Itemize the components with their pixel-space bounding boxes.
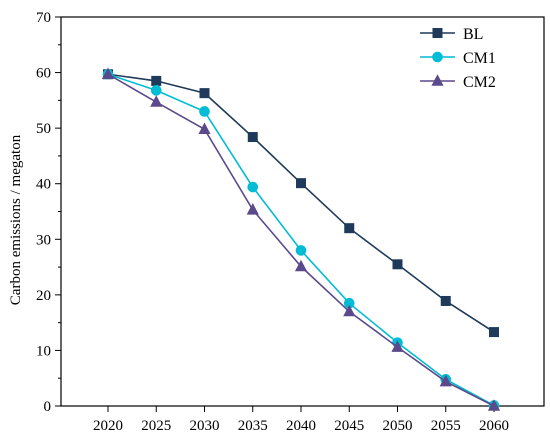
y-tick-label: 30 (36, 232, 51, 248)
data-point-cm1 (150, 85, 162, 96)
data-point-bl (489, 327, 499, 338)
x-tick-label: 2050 (383, 418, 413, 434)
data-point-cm2 (101, 67, 115, 80)
data-point-cm2 (198, 122, 211, 135)
data-point-cm2 (150, 95, 163, 107)
series-line-bl (107, 73, 495, 333)
data-point-bl (440, 295, 451, 306)
y-tick-label: 70 (36, 10, 51, 26)
legend-item-bl: BL (420, 26, 483, 43)
data-point-cm1 (199, 106, 210, 117)
series-bl (103, 69, 499, 338)
legend-marker (432, 51, 443, 63)
series-cm2 (101, 67, 501, 411)
legend-item-cm1: CM1 (420, 50, 496, 67)
data-point-cm2 (343, 304, 356, 317)
x-tick-label: 2040 (286, 418, 316, 434)
data-point-bl (392, 259, 403, 270)
y-tick-label: 60 (36, 66, 51, 82)
legend-item-cm2: CM2 (420, 74, 496, 91)
legend: BL CM1 CM2 (420, 26, 496, 91)
data-point-cm2 (294, 259, 308, 272)
legend-marker (431, 74, 444, 86)
data-point-bl (199, 88, 210, 99)
x-tick-label: 2020 (93, 418, 123, 434)
data-point-cm2 (246, 203, 259, 215)
y-axis-title: Carbon emissions / megaton (8, 134, 24, 305)
x-tick-label: 2025 (141, 418, 171, 434)
legend-label: CM2 (463, 74, 496, 91)
data-point-bl (247, 132, 258, 143)
y-tick-label: 10 (36, 343, 51, 359)
data-point-cm2 (439, 374, 452, 387)
series-cm1 (102, 68, 500, 411)
y-tick-label: 50 (36, 121, 51, 137)
x-tick-label: 2060 (479, 418, 509, 434)
series-line-cm1 (107, 73, 495, 407)
series-layer (101, 67, 501, 411)
y-tick-label: 40 (36, 177, 51, 193)
data-point-bl (344, 223, 355, 234)
data-point-cm1 (247, 181, 259, 193)
legend-label: CM1 (463, 50, 496, 67)
series-line-cm2 (107, 73, 495, 407)
legend-label: BL (463, 26, 483, 43)
x-tick-label: 2055 (431, 418, 461, 434)
y-tick-label: 0 (44, 399, 52, 415)
data-point-cm2 (487, 399, 501, 411)
data-point-bl (151, 75, 162, 86)
x-tick-label: 2030 (190, 418, 220, 434)
x-tick-label: 2035 (238, 418, 268, 434)
data-point-cm1 (295, 245, 307, 256)
data-point-cm2 (391, 340, 404, 352)
x-tick-label: 2045 (334, 418, 364, 434)
data-point-bl (296, 178, 306, 189)
legend-marker (432, 28, 443, 38)
y-tick-label: 20 (36, 288, 51, 304)
